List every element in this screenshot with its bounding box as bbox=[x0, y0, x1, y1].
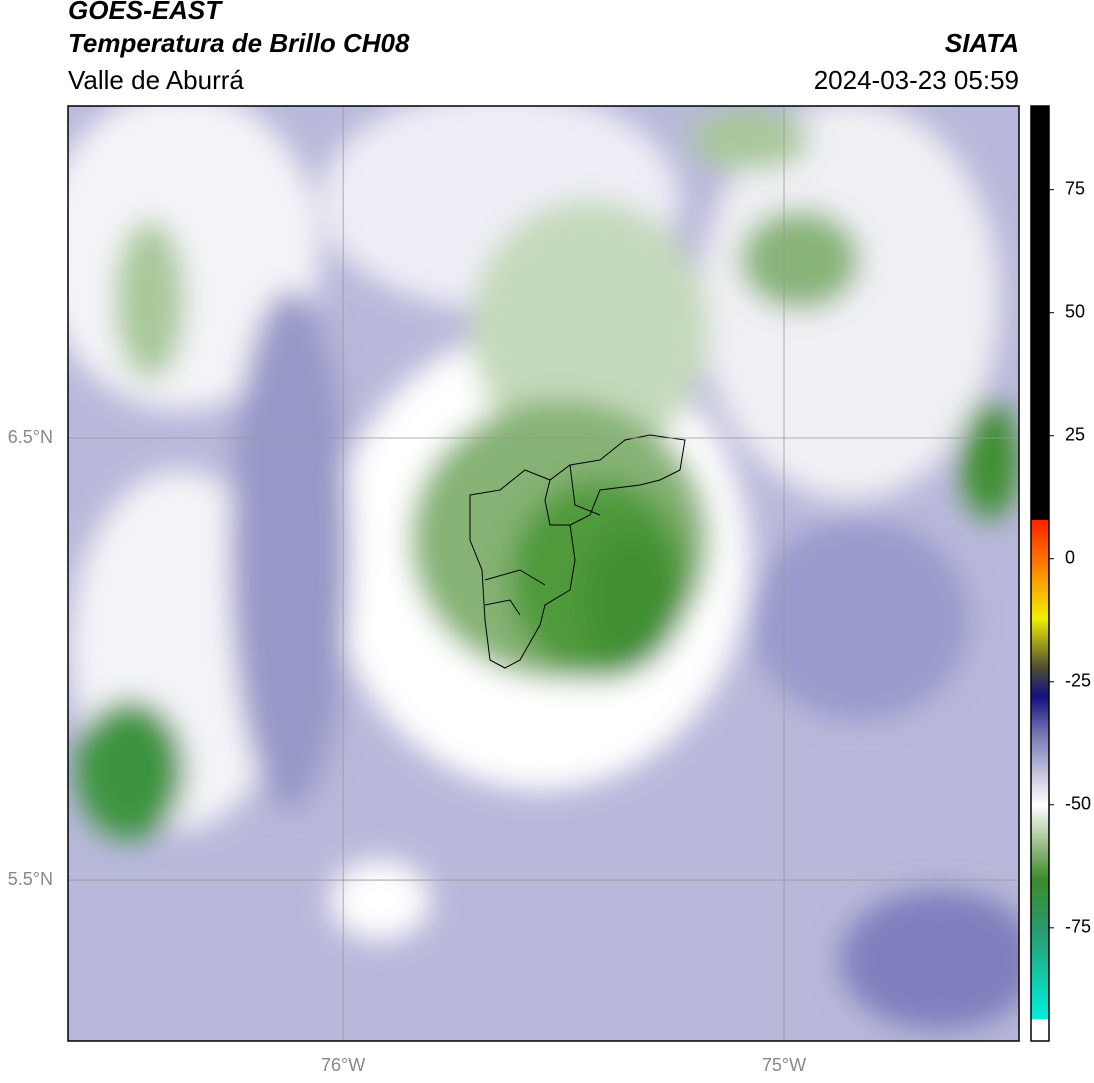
title: GOES-EAST bbox=[68, 0, 223, 25]
source: SIATA bbox=[945, 28, 1019, 58]
colorbar-segment bbox=[1031, 730, 1049, 776]
colorbar-segment bbox=[1031, 696, 1049, 732]
map-frame bbox=[67, 105, 1020, 1042]
colorbar-segment bbox=[1031, 519, 1049, 574]
x-tick-label: 75°W bbox=[762, 1055, 806, 1075]
colorbar-segment bbox=[1031, 1018, 1049, 1042]
basin-outline bbox=[469, 434, 686, 669]
colorbar-segment bbox=[1031, 106, 1049, 520]
colorbar-segment bbox=[1031, 775, 1049, 806]
colorbar-tick-label: 75 bbox=[1065, 178, 1085, 198]
colorbar-tick-label: 25 bbox=[1065, 424, 1085, 444]
colorbar-segment bbox=[1031, 804, 1049, 845]
colorbar-tick-label: -75 bbox=[1065, 917, 1091, 937]
colorbar-tick-label: 50 bbox=[1065, 301, 1085, 321]
colorbar-tick-label: 0 bbox=[1065, 547, 1075, 567]
y-tick-label: 6.5°N bbox=[8, 427, 53, 447]
colorbar-segment bbox=[1031, 617, 1049, 668]
colorbar-frame bbox=[1030, 105, 1050, 1042]
region: Valle de Aburrá bbox=[68, 65, 244, 95]
y-tick-label: 5.5°N bbox=[8, 869, 53, 889]
x-tick-label: 76°W bbox=[321, 1055, 365, 1075]
temperature-field bbox=[68, 106, 1019, 1041]
subtitle: Temperatura de Brillo CH08 bbox=[68, 28, 410, 58]
colorbar-segment bbox=[1031, 844, 1049, 880]
datetime: 2024-03-23 05:59 bbox=[814, 65, 1019, 95]
colorbar-segment bbox=[1031, 667, 1049, 698]
colorbar-tick-label: -25 bbox=[1065, 671, 1091, 691]
colorbar-segment bbox=[1031, 927, 1049, 1020]
colorbar-segment bbox=[1031, 573, 1049, 619]
colorbar-tick-label: -50 bbox=[1065, 794, 1091, 814]
colorbar-segment bbox=[1031, 878, 1049, 929]
